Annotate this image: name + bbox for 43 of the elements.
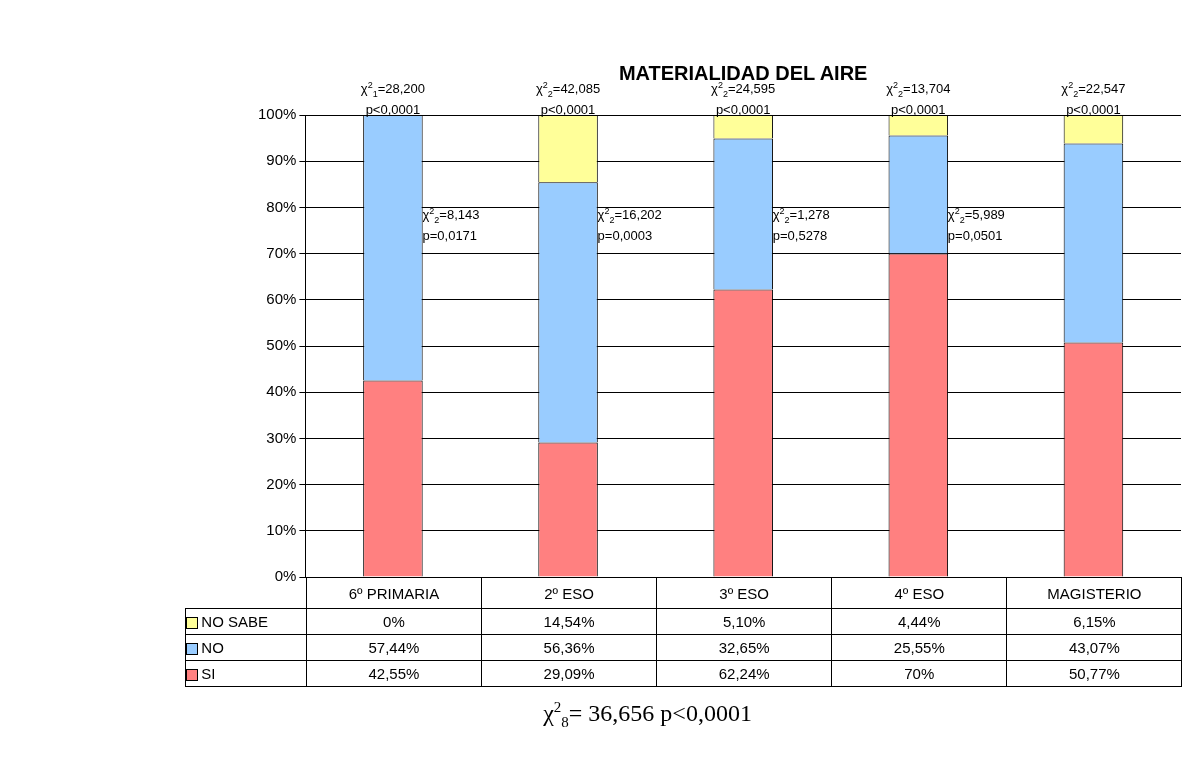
annotation: χ$^{2}$$_{2}$=1,278 p=0,5278 [772, 205, 830, 245]
legend-label: SI [185, 660, 307, 687]
y-tick-label: 10% [266, 520, 297, 538]
legend-label: NO [185, 634, 307, 661]
data-label: 43,07% [1006, 634, 1182, 661]
data-label: 0% [306, 608, 482, 635]
annotation: χ$^{2}$$_{2}$=42,085 p<0,0001 [535, 80, 601, 117]
y-tick-label: 0% [274, 567, 297, 585]
data-label: 6,15% [1006, 608, 1182, 635]
text: χ$^{2}$$_{8}$= 36,656 p<0,0001 [543, 699, 752, 731]
y-tick-label: 60% [266, 289, 297, 307]
data-label: 56,36% [481, 634, 657, 661]
y-tick-label: 90% [266, 151, 297, 169]
y-tick-label: 70% [266, 243, 297, 261]
x-tick-label: 4º ESO [831, 577, 1007, 609]
annotation: χ$^{2}$$_{2}$=22,547 p<0,0001 [1060, 79, 1127, 118]
annotation: χ$^{2}$$_{2}$=13,704 p<0,0001 [886, 80, 951, 117]
x-tick-label: 3º ESO [656, 577, 832, 609]
data-label: 70% [831, 660, 1007, 687]
y-tick-label: 30% [266, 428, 297, 446]
data-label: 25,55% [831, 634, 1007, 661]
data-label: 57,44% [306, 634, 482, 661]
x-tick-label: 6º PRIMARIA [306, 577, 482, 609]
y-tick-label: 50% [266, 336, 297, 354]
data-label: 14,54% [481, 608, 657, 635]
y-tick-label: 80% [266, 197, 297, 215]
annotation: χ$^{2}$$_{2}$=24,595 p<0,0001 [710, 80, 777, 118]
data-label: 5,10% [656, 608, 832, 635]
data-label: 50,77% [1006, 660, 1182, 687]
legend-label: NO SABE [185, 608, 307, 635]
data-label: 29,09% [481, 660, 657, 687]
data-label: 4,44% [831, 608, 1007, 635]
annotation: χ$^{2}$$_{2}$=8,143 p=0,0171 [422, 205, 480, 245]
annotation: χ$^{2}$$_{1}$=28,200 p<0,0001 [359, 79, 427, 118]
annotation: χ$^{2}$$_{2}$=5,989 p=0,0501 [947, 205, 1005, 245]
y-tick-label: 40% [266, 382, 297, 400]
data-label: 62,24% [656, 660, 832, 687]
x-tick-label: 2º ESO [481, 577, 657, 609]
y-tick-label: 100% [257, 105, 297, 123]
x-tick-label: MAGISTERIO [1006, 577, 1182, 609]
y-tick-label: 20% [266, 474, 297, 492]
data-label: 42,55% [306, 660, 482, 687]
data-label: 32,65% [656, 634, 832, 661]
